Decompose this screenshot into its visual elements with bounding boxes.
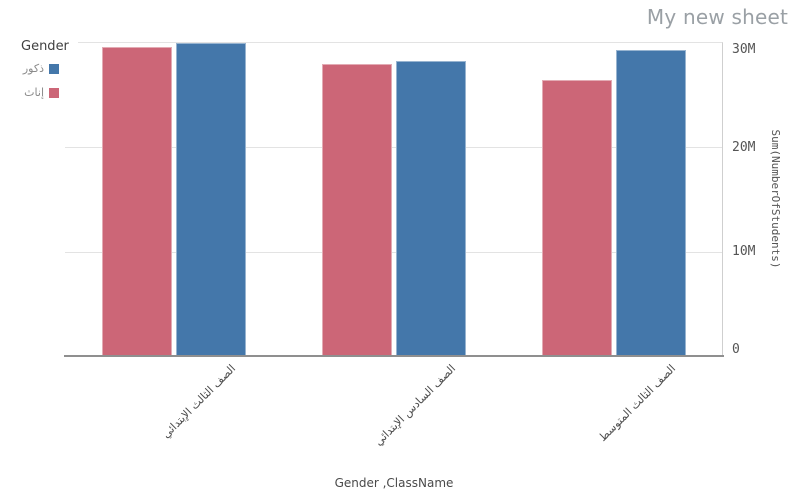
bar-male-group-2[interactable] [396,61,466,356]
x-axis-title: Gender ,ClassName [334,476,454,490]
legend-item-label: ذكور [22,62,44,75]
x-category-label-3: الصف الثالث المتوسط [596,362,679,445]
y-tick-label-10M: 10M [732,244,756,259]
legend-item-male[interactable]: ذكور [14,62,59,75]
plot-area [65,42,723,356]
y-axis-title: Sum(NumberOfStudents) [769,129,782,269]
bar-female-group-2[interactable] [322,64,392,356]
x-category-label-1: الصف الثالث الإبتدائي [159,362,239,441]
y-tick-label-0: 0 [732,342,740,357]
gridline-20M [65,147,722,148]
bar-female-group-1[interactable] [102,47,172,356]
gridline-10M [65,252,722,253]
legend-item-female[interactable]: إناث [14,86,59,99]
legend: Gender ذكور إناث [14,36,78,110]
x-category-label-2: الصف السادس الإبتدائي [371,362,459,449]
legend-color-swatch [49,87,59,98]
y-tick-label-30M: 30M [732,42,756,57]
bar-female-group-3[interactable] [542,80,612,356]
bar-male-group-3[interactable] [616,50,686,356]
legend-title: Gender [21,39,69,54]
bar-male-group-1[interactable] [176,43,246,356]
legend-items: ذكور إناث [14,62,78,99]
y-tick-label-20M: 20M [732,140,756,155]
x-axis-baseline [64,355,724,357]
legend-item-label: إناث [24,86,44,99]
sheet-title: My new sheet [646,5,788,29]
legend-color-swatch [49,63,59,74]
